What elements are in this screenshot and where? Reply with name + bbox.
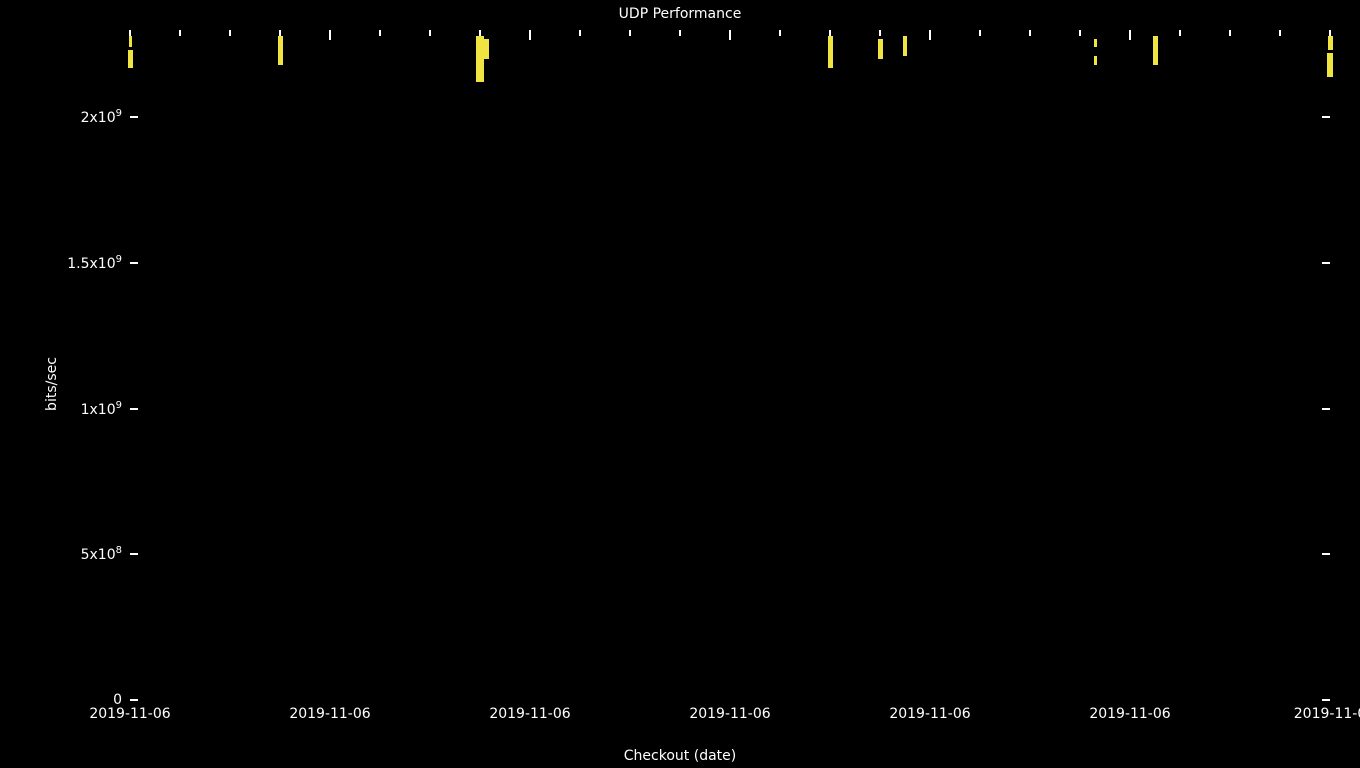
x-minor-tick-mark [1229, 30, 1231, 36]
data-candle [1094, 39, 1097, 48]
y-tick-label: 1x109 [81, 400, 122, 418]
data-candle [129, 36, 132, 48]
data-candle [828, 36, 833, 68]
x-tick-mark [329, 30, 331, 40]
x-minor-tick-mark [1279, 30, 1281, 36]
x-minor-tick-mark [229, 30, 231, 36]
x-tick-label: 2019-11-06 [489, 706, 570, 722]
x-minor-tick-mark [679, 30, 681, 36]
x-tick-label: 2019-11-06 [689, 706, 770, 722]
y-tick-mark [1322, 262, 1330, 264]
x-tick-mark [929, 30, 931, 40]
y-tick-label: 1.5x109 [67, 254, 122, 272]
x-tick-label: 2019-11-06 [889, 706, 970, 722]
data-candle [878, 39, 883, 59]
y-tick-mark [1322, 699, 1330, 701]
x-minor-tick-mark [879, 30, 881, 36]
x-tick-label: 2019-11-06 [289, 706, 370, 722]
data-candle [1328, 36, 1333, 51]
x-tick-label: 2019-11-0 [1294, 706, 1360, 722]
x-minor-tick-mark [179, 30, 181, 36]
x-minor-tick-mark [1079, 30, 1081, 36]
plot-area [130, 30, 1330, 700]
data-candle [278, 36, 283, 65]
x-minor-tick-mark [379, 30, 381, 36]
data-candle [1327, 53, 1333, 76]
chart-container: UDP Performance bits/sec Checkout (date) [0, 0, 1360, 768]
y-tick-label: 2x109 [81, 109, 122, 127]
x-tick-mark [1129, 30, 1131, 40]
y-tick-mark [130, 553, 138, 555]
data-candle [484, 39, 489, 59]
x-minor-tick-mark [579, 30, 581, 36]
y-tick-mark [130, 116, 138, 118]
data-candle [1153, 36, 1158, 65]
x-tick-mark [729, 30, 731, 40]
y-tick-label: 5x108 [81, 546, 122, 564]
data-candle [1094, 56, 1097, 65]
x-minor-tick-mark [1179, 30, 1181, 36]
y-tick-mark [1322, 553, 1330, 555]
y-tick-mark [130, 408, 138, 410]
x-tick-label: 2019-11-06 [89, 706, 170, 722]
y-tick-mark [130, 262, 138, 264]
x-axis-label: Checkout (date) [0, 748, 1360, 764]
chart-title: UDP Performance [0, 6, 1360, 22]
y-axis-label: bits/sec [44, 357, 60, 411]
x-minor-tick-mark [1029, 30, 1031, 36]
x-minor-tick-mark [779, 30, 781, 36]
y-tick-mark [1322, 408, 1330, 410]
y-tick-mark [1322, 116, 1330, 118]
data-candle [128, 50, 133, 67]
y-tick-mark [130, 699, 138, 701]
x-tick-mark [529, 30, 531, 40]
x-minor-tick-mark [979, 30, 981, 36]
x-minor-tick-mark [429, 30, 431, 36]
data-candle [903, 36, 907, 56]
x-tick-label: 2019-11-06 [1089, 706, 1170, 722]
x-minor-tick-mark [629, 30, 631, 36]
